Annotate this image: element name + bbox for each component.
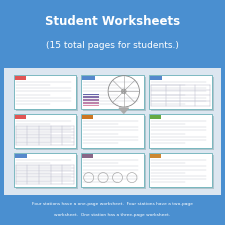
Bar [151, 155, 214, 189]
Bar [151, 116, 214, 150]
Bar [14, 114, 76, 148]
Bar [14, 76, 26, 80]
Bar [14, 115, 26, 119]
Bar [4, 68, 221, 195]
Bar [83, 97, 99, 98]
Bar [150, 154, 161, 158]
Bar [82, 154, 93, 158]
Bar [151, 77, 214, 111]
Polygon shape [119, 108, 128, 113]
Bar [83, 99, 99, 101]
Bar [14, 75, 76, 109]
Bar [83, 77, 146, 111]
Bar [150, 76, 162, 80]
Bar [149, 114, 211, 148]
Bar [16, 116, 78, 150]
Bar [149, 75, 211, 109]
Bar [149, 153, 211, 187]
Bar [16, 77, 78, 111]
Bar [82, 76, 95, 80]
Text: (15 total pages for students.): (15 total pages for students.) [46, 41, 179, 50]
Bar [14, 154, 27, 158]
Bar [83, 102, 99, 104]
Bar [82, 115, 93, 119]
Bar [83, 94, 99, 95]
Bar [150, 115, 161, 119]
Bar [81, 153, 144, 187]
Bar [14, 153, 76, 187]
Bar [81, 75, 144, 109]
Bar [81, 114, 144, 148]
Bar [83, 116, 146, 150]
Bar [16, 155, 78, 189]
Bar [83, 105, 99, 106]
Text: worksheet.  One station has a three-page worksheet.: worksheet. One station has a three-page … [54, 213, 171, 217]
Text: Four stations have a one-page worksheet.  Four stations have a two-page: Four stations have a one-page worksheet.… [32, 202, 193, 206]
Bar [83, 155, 146, 189]
Circle shape [122, 89, 126, 94]
Text: Student Worksheets: Student Worksheets [45, 15, 180, 28]
